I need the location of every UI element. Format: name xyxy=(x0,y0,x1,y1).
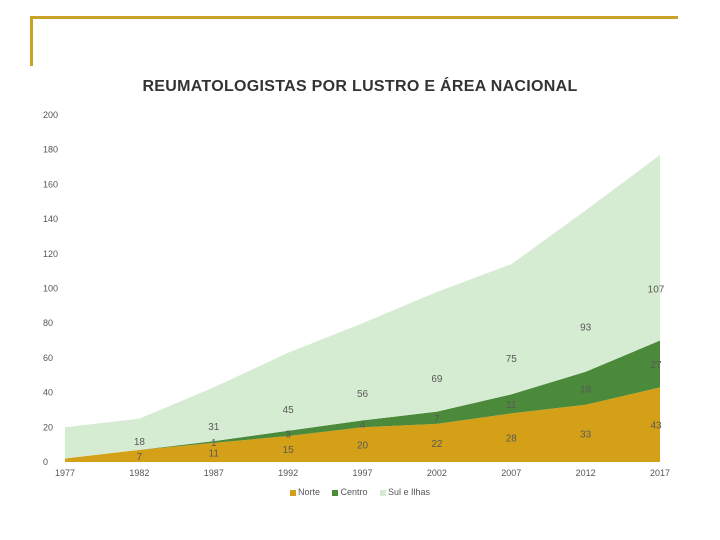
data-label: 31 xyxy=(208,422,220,433)
x-tick-label: 1997 xyxy=(352,468,372,478)
x-tick-label: 1977 xyxy=(55,468,75,478)
x-tick-label: 1982 xyxy=(129,468,149,478)
x-tick-label: 1992 xyxy=(278,468,298,478)
x-tick-label: 2007 xyxy=(501,468,521,478)
data-label: 33 xyxy=(580,429,592,440)
data-label: 4 xyxy=(360,420,366,431)
legend-swatch-sul xyxy=(380,489,387,496)
data-label: 43 xyxy=(650,421,662,432)
data-label: 107 xyxy=(648,285,665,296)
legend-swatch-centro xyxy=(332,489,339,496)
data-label: 1 xyxy=(211,438,217,449)
data-label: 20 xyxy=(357,441,369,452)
data-label: 28 xyxy=(506,434,518,445)
data-label: 15 xyxy=(283,445,295,456)
y-tick-label: 200 xyxy=(43,110,58,120)
data-label: 18 xyxy=(134,437,146,448)
data-label: 11 xyxy=(506,400,517,411)
legend-label-norte: Norte xyxy=(297,487,320,497)
data-label: 22 xyxy=(431,439,443,450)
legend-swatch-norte xyxy=(289,489,296,496)
legend-label-centro: Centro xyxy=(340,487,368,497)
y-tick-label: 120 xyxy=(43,249,58,259)
legend-item-sul: Sul e Ilhas xyxy=(380,487,430,497)
y-tick-label: 40 xyxy=(43,388,53,398)
area-centro xyxy=(65,340,660,459)
data-label: 69 xyxy=(431,374,443,385)
data-label: 27 xyxy=(650,360,662,371)
chart-title: REUMATOLOGISTAS POR LUSTRO E ÁREA NACION… xyxy=(142,78,578,95)
data-label: 7 xyxy=(434,414,440,425)
y-tick-label: 0 xyxy=(43,457,48,467)
y-tick-label: 60 xyxy=(43,353,53,363)
y-tick-label: 160 xyxy=(43,179,58,189)
frame-top-line xyxy=(30,16,678,19)
y-tick-label: 80 xyxy=(43,318,53,328)
area-norte xyxy=(65,387,660,462)
data-label: 3 xyxy=(285,429,291,440)
data-label: 7 xyxy=(137,452,143,463)
x-tick-label: 2012 xyxy=(576,468,596,478)
legend-item-centro: Centro xyxy=(332,487,368,497)
y-tick-label: 140 xyxy=(43,214,58,224)
data-label: 93 xyxy=(580,323,592,334)
y-tick-label: 20 xyxy=(43,422,53,432)
data-label: 56 xyxy=(357,389,369,400)
legend-label-sul: Sul e Ilhas xyxy=(388,487,431,497)
x-tick-label: 2017 xyxy=(650,468,670,478)
area-sul xyxy=(65,154,660,459)
frame-left-line xyxy=(30,16,33,66)
y-tick-label: 180 xyxy=(43,145,58,155)
data-label: 45 xyxy=(283,405,295,416)
data-label: 19 xyxy=(580,384,592,395)
legend: Norte Centro Sul e Ilhas xyxy=(0,487,720,497)
data-label: 75 xyxy=(506,354,518,365)
x-tick-label: 1987 xyxy=(204,468,224,478)
x-tick-label: 2002 xyxy=(427,468,447,478)
legend-item-norte: Norte xyxy=(289,487,320,497)
y-tick-label: 100 xyxy=(43,284,58,294)
data-label: 11 xyxy=(209,448,220,459)
